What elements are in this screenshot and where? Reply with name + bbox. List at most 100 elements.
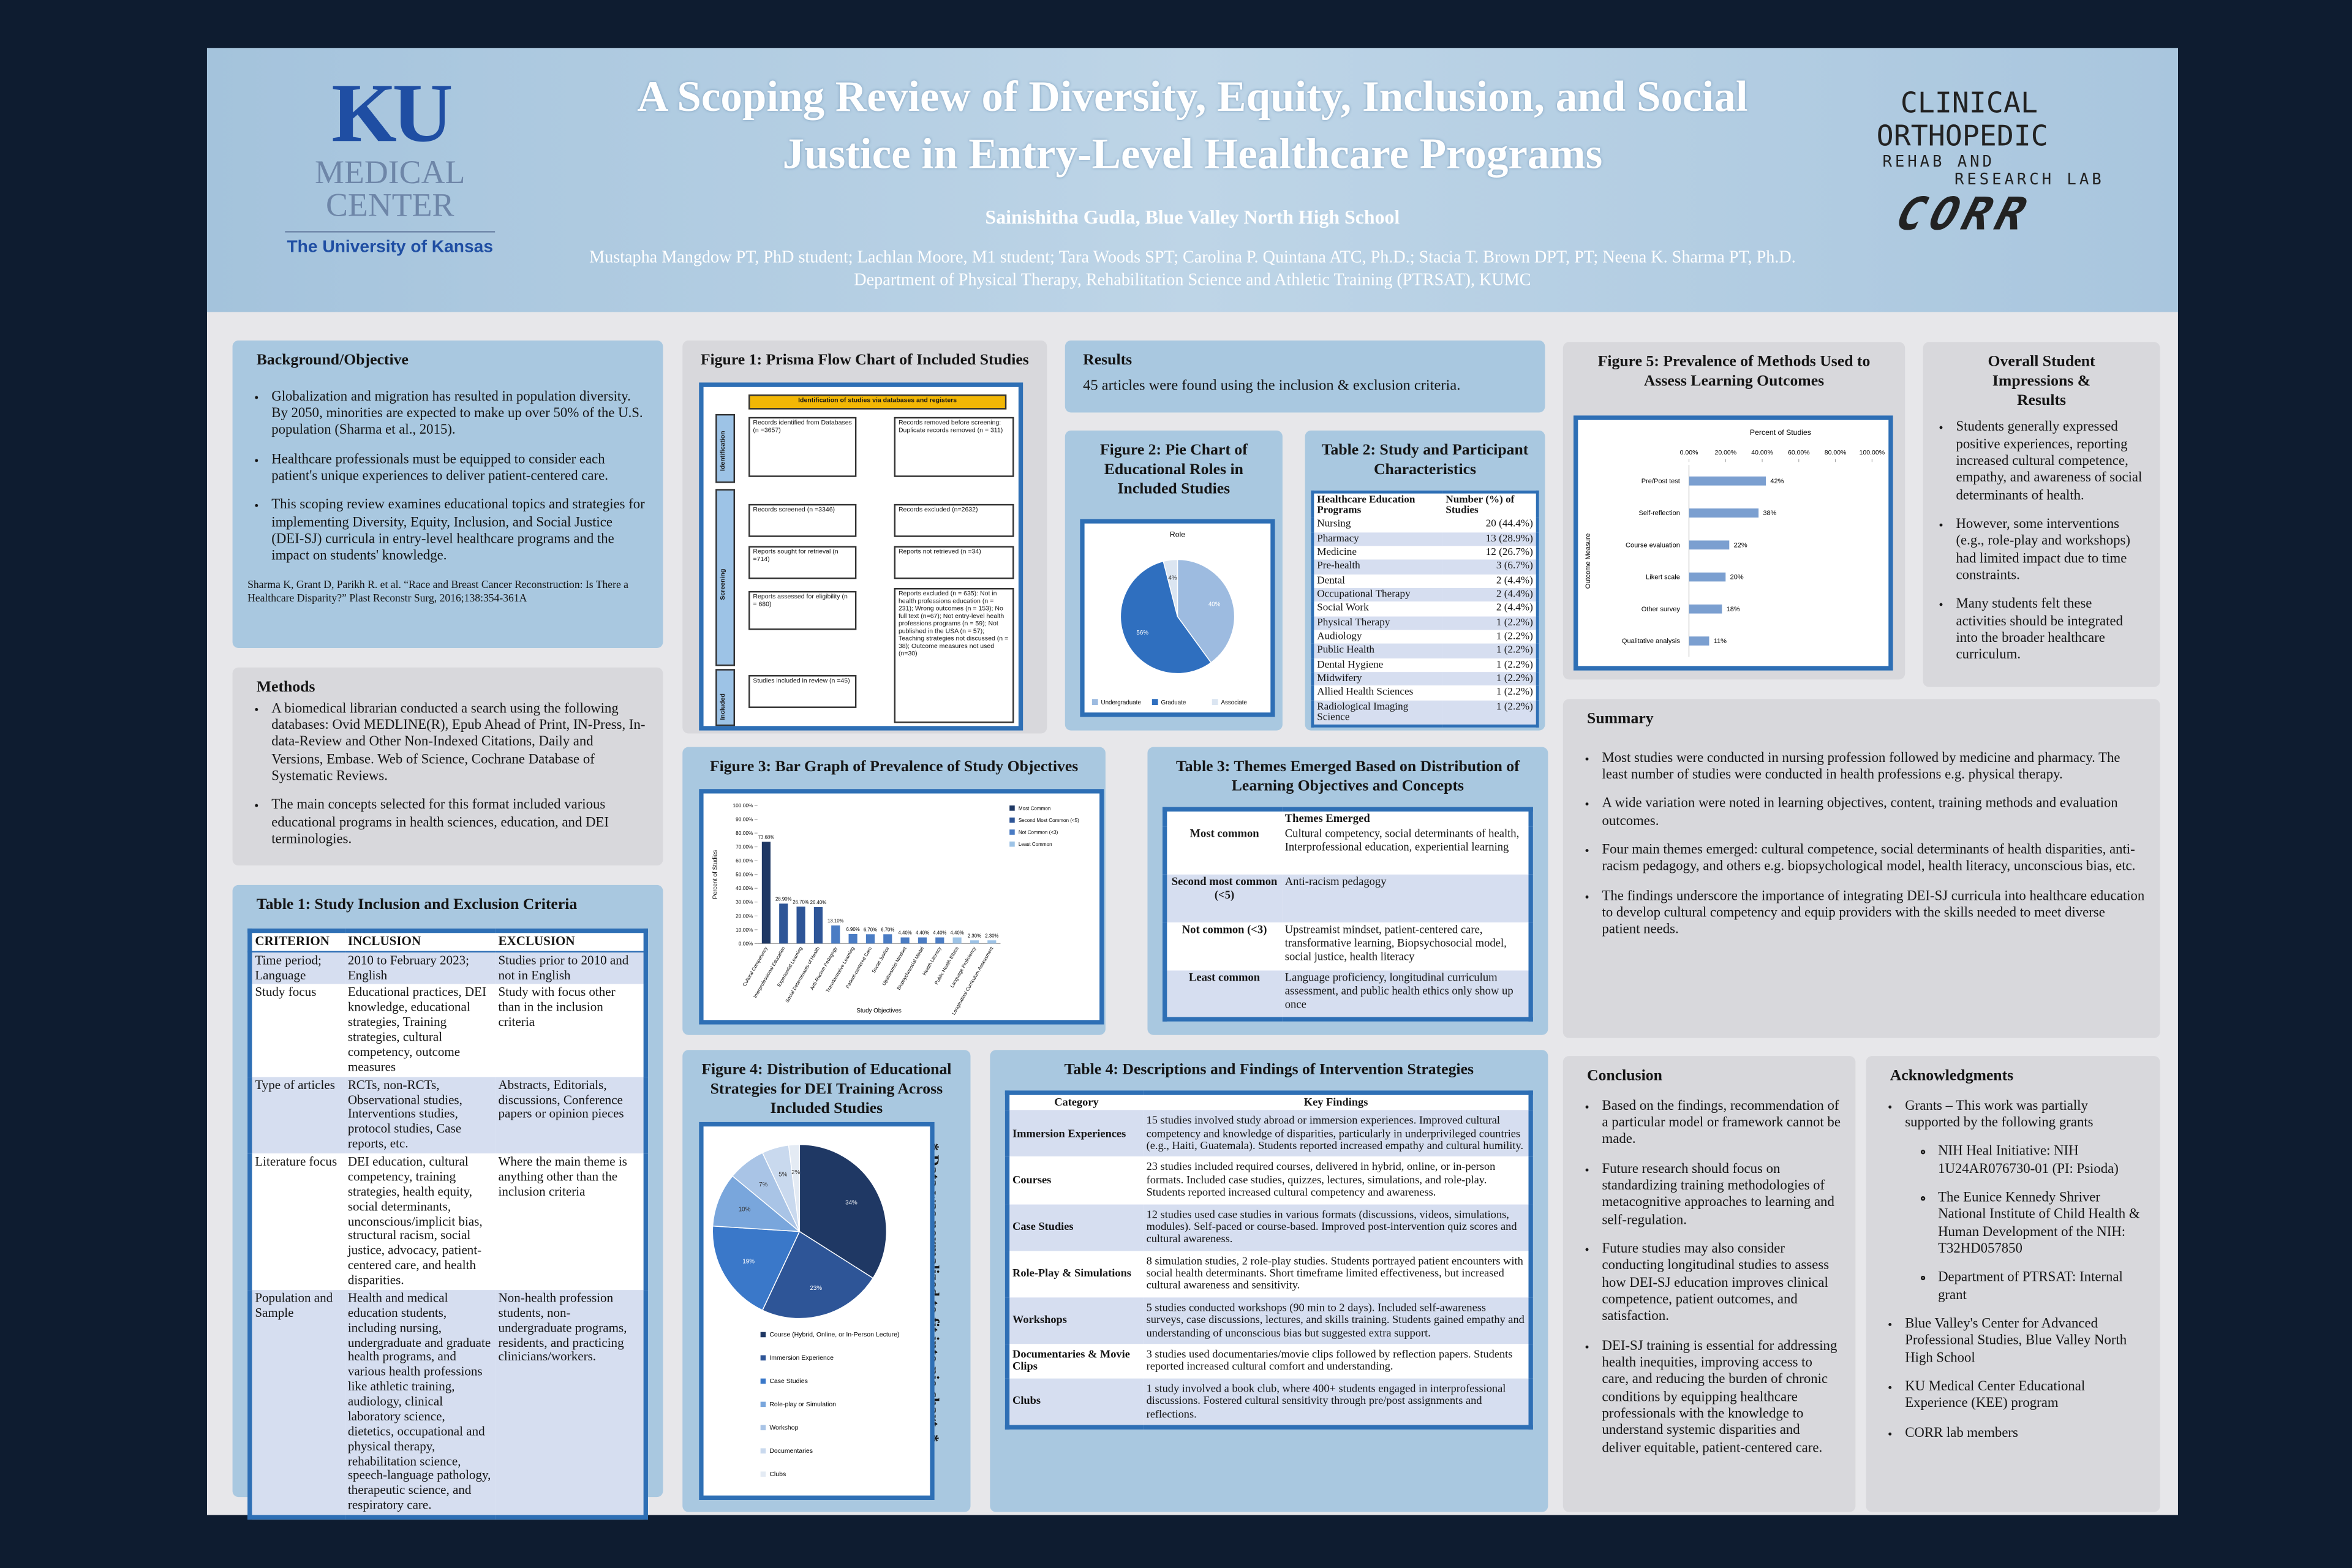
legend-label: Documentaries xyxy=(769,1447,813,1455)
value-label: 4.40% xyxy=(951,930,964,936)
table-cell: Clubs xyxy=(1012,1393,1041,1408)
table-row: Medicine 12 (26.7%) xyxy=(1312,546,1538,560)
legend-label: Workshop xyxy=(769,1424,798,1431)
table-cell: 15 studies involved study abroad or imme… xyxy=(1146,1113,1524,1152)
table-cell: 23 studies included required courses, de… xyxy=(1146,1159,1496,1199)
table-row: Documentaries & Movie Clips 3 studies use… xyxy=(1007,1344,1531,1379)
y-tick-label: 10.00% xyxy=(736,927,753,933)
value-label: 2.30% xyxy=(968,933,981,938)
table-row: Time period; Language 2010 to February 20… xyxy=(249,951,646,985)
pie-slice xyxy=(799,1144,888,1279)
table-cell: Dental xyxy=(1317,574,1345,586)
table-cell: 2010 to February 2023; English xyxy=(347,952,469,982)
section-title: Figure 4: Distribution of Educational St… xyxy=(701,1061,952,1117)
table-cell: 1 (2.2%) xyxy=(1496,686,1533,698)
table-cell: Language proficiency, longitudinal curri… xyxy=(1284,971,1513,1011)
value-label: 6.70% xyxy=(881,927,894,932)
value-label: 6.90% xyxy=(846,927,859,932)
flow-box: Reports assessed for eligibility (n = 68… xyxy=(748,590,857,630)
table-cell: 2 (4.4%) xyxy=(1496,601,1533,614)
bullet: Future research should focus on standard… xyxy=(1602,1162,1841,1230)
table-cell: Upstreamist mindset, patient-centered ca… xyxy=(1284,922,1507,963)
x-axis-label: Percent of Studies xyxy=(1750,428,1811,437)
bar xyxy=(796,907,805,944)
table-cell: Workshops xyxy=(1012,1313,1067,1327)
flow-header: Identification of studies via databases … xyxy=(748,394,1007,410)
bar-chart: 0.00% 10.00% 20.00% 30.00% 40.00% 50.00% 60.00… xyxy=(699,789,1104,1025)
acknowledgments-panel: Acknowledgments Grants – This work was p… xyxy=(1866,1056,2160,1512)
table-cell: Case Studies xyxy=(1012,1219,1074,1233)
table-row: Case Studies 12 studies used case studies… xyxy=(1007,1204,1531,1251)
table-row: Immersion Experiences 15 studies involved… xyxy=(1007,1110,1531,1158)
table-cell: Health and medical education students, i… xyxy=(347,1289,491,1512)
legend-swatch xyxy=(1009,805,1015,811)
table: CRITERION INCLUSION EXCLUSION Time period; … xyxy=(247,928,648,1520)
pie-chart: 34% Course (Hybrid, Online, or In-Person … xyxy=(699,1121,935,1500)
bar xyxy=(952,937,962,944)
y-tick-label: Course evaluation xyxy=(1626,541,1680,549)
slice-label: 23% xyxy=(810,1285,822,1292)
bar xyxy=(900,937,910,944)
table-cell: 8 simulation studies, 2 role-play studie… xyxy=(1146,1253,1523,1292)
table-cell: Courses xyxy=(1012,1172,1052,1186)
flow-box: Records screened (n =3346) xyxy=(748,503,857,537)
pie-slice xyxy=(712,1225,801,1311)
slice-label: 40% xyxy=(1208,601,1221,608)
flow-stage: Identification xyxy=(715,413,736,483)
slice-label: 2% xyxy=(791,1169,800,1176)
bullet-list: Most studies were conducted in nursing p… xyxy=(1578,751,2145,940)
y-tick-label: 40.00% xyxy=(736,885,753,891)
flow-box: Reports sought for retrieval (n =714) xyxy=(748,546,857,579)
table-cell: Radiological Imaging Science xyxy=(1317,700,1409,723)
table-cell: Occupational Therapy xyxy=(1317,588,1411,600)
table-cell: Allied Health Sciences xyxy=(1317,686,1414,698)
logo-line: CENTER xyxy=(325,186,454,224)
table-cell: Study focus xyxy=(255,984,317,1000)
table-row: Study focus Educational practices, DEI kn… xyxy=(249,984,646,1077)
legend-label: Second Most Common (<5) xyxy=(1019,818,1079,823)
table-cell: Studies prior to 2010 and not in English xyxy=(498,952,629,982)
legend-swatch xyxy=(1009,817,1015,823)
table-cell: Role-Play & Simulations xyxy=(1012,1266,1131,1280)
table-cell: Physical Therapy xyxy=(1317,616,1390,628)
bar xyxy=(865,934,875,944)
bullet: NIH Heal Initiative: NIH 1U24AR076730-01… xyxy=(1938,1145,2145,1179)
pie-slice xyxy=(1177,559,1235,663)
table-row: Least common Language proficiency, longit… xyxy=(1164,971,1531,1019)
methods-panel: Methods A biomedical librarian conducted… xyxy=(232,667,663,866)
authors: Mustapha Mangdow PT, PhD student; Lachla… xyxy=(589,249,1796,267)
table-cell: Where the main theme is anything other t… xyxy=(498,1153,627,1199)
slice-label: 34% xyxy=(845,1200,858,1207)
x-axis-label: Study Objectives xyxy=(856,1008,902,1014)
table-cell: Cultural competency, social determinants… xyxy=(1284,827,1520,854)
table-cell: 2 (4.4%) xyxy=(1496,588,1533,600)
bullet: The Eunice Kennedy Shriver National Inst… xyxy=(1938,1191,2145,1259)
bar xyxy=(970,940,979,944)
bullet: Students generally expressed positive ex… xyxy=(1956,421,2145,506)
table-cell: Most common xyxy=(1189,827,1259,841)
bullet: However, some interventions (e.g., role-… xyxy=(1956,518,2145,586)
table-row: Pre-health 3 (6.7%) xyxy=(1312,560,1538,575)
table-cell: 1 (2.2%) xyxy=(1496,616,1533,628)
table-cell: 13 (28.9%) xyxy=(1485,532,1533,545)
table-cell: Educational practices, DEI knowledge, ed… xyxy=(347,984,486,1074)
table-row: Not common (<3) Upstreamist mindset, pati… xyxy=(1164,922,1531,971)
table-cell: Public Health xyxy=(1317,644,1375,657)
header-cell: INCLUSION xyxy=(347,932,421,948)
table-row: Role-Play & Simulations 8 simulation stud… xyxy=(1007,1250,1531,1298)
section-title: Figure 5: Prevalence of Methods Used to … xyxy=(1597,353,1871,390)
y-axis-label: Outcome Measure xyxy=(1585,533,1592,589)
bullet: Globalization and migration has resulted… xyxy=(271,390,648,440)
bar xyxy=(987,940,997,944)
bullet: Four main themes emerged: cultural compe… xyxy=(1602,843,2146,877)
legend-label: Undergraduate xyxy=(1101,699,1141,706)
flow-box: Records removed before screening: Duplic… xyxy=(894,417,1014,477)
poster-title: A Scoping Review of Diversity, Equity, I… xyxy=(637,74,1748,179)
value-label: 42% xyxy=(1770,478,1784,485)
y-axis-label: Percent of Studies xyxy=(712,850,719,899)
table-cell: 1 (2.2%) xyxy=(1496,630,1533,643)
bullet: CORR lab members xyxy=(1905,1426,2145,1443)
results-panel: Results 45 articles were found using the… xyxy=(1065,340,1545,413)
legend-label: Associate xyxy=(1221,699,1246,706)
